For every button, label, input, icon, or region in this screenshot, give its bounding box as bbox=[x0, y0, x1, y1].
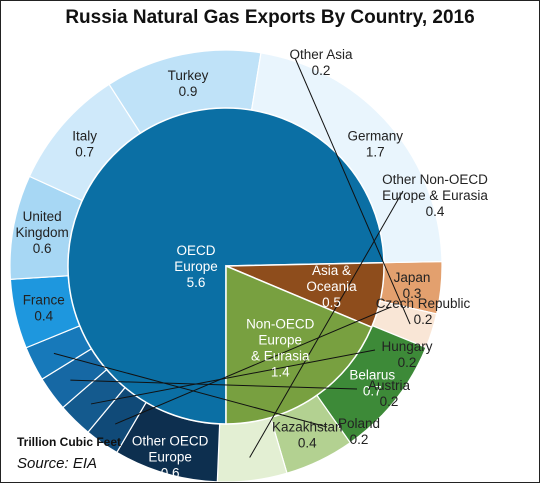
leader-line-poland bbox=[53, 352, 328, 428]
unit-note: Trillion Cubic Feet bbox=[17, 435, 122, 449]
outer-label-czech-republic: Czech Republic 0.2 bbox=[376, 296, 471, 327]
inner-slice-non-oecd-europe-eurasia bbox=[225, 264, 373, 425]
outer-label-italy: Italy 0.7 bbox=[72, 129, 97, 160]
inner-label-oecd-europe: OECD Europe 5.6 bbox=[174, 243, 218, 290]
leader-line-czech-republic bbox=[115, 306, 392, 425]
inner-ring bbox=[67, 107, 385, 425]
outer-ring bbox=[9, 49, 443, 482]
leader-line-other-asia bbox=[294, 57, 411, 325]
outer-label-turkey: Turkey 0.9 bbox=[168, 68, 209, 99]
outer-label-belarus: Belarus 0.7 bbox=[349, 368, 395, 399]
outer-label-hungary: Hungary 0.2 bbox=[381, 339, 432, 370]
data-labels: OECD Europe 5.6 Asia & Oceania 0.5 Non-OECD Eur… bbox=[15, 47, 488, 481]
chart-title: Russia Natural Gas Exports By Country, 2… bbox=[65, 7, 475, 28]
outer-label-france: France 0.4 bbox=[23, 293, 65, 324]
outer-label-other-oecd-europe: Other OECD Europe 0.6 bbox=[132, 434, 209, 481]
outer-label-austria: Austria 0.2 bbox=[368, 378, 411, 409]
outer-label-poland: Poland 0.2 bbox=[338, 416, 380, 447]
outer-label-other-asia: Other Asia 0.2 bbox=[289, 47, 353, 78]
outer-label-kazakhstan: Kazakhstan 0.4 bbox=[272, 419, 343, 450]
source-note: Source: EIA bbox=[17, 455, 98, 472]
outer-label-united-kingdom: United Kingdom 0.6 bbox=[15, 209, 68, 256]
outer-label-japan: Japan 0.3 bbox=[394, 270, 431, 301]
outer-label-other-non-oecd-europe-eurasia: Other Non-OECD Europe & Eurasia 0.4 bbox=[382, 172, 488, 219]
outer-label-germany: Germany 1.7 bbox=[347, 128, 403, 159]
inner-label-asia-oceania: Asia & Oceania 0.5 bbox=[306, 263, 357, 310]
leader-line-hungary bbox=[90, 349, 376, 405]
leader-lines bbox=[53, 57, 411, 458]
leader-line-austria bbox=[70, 379, 358, 390]
inner-label-non-oecd-europe-eurasia: Non-OECD Europe & Eurasia 1.4 bbox=[246, 317, 315, 380]
